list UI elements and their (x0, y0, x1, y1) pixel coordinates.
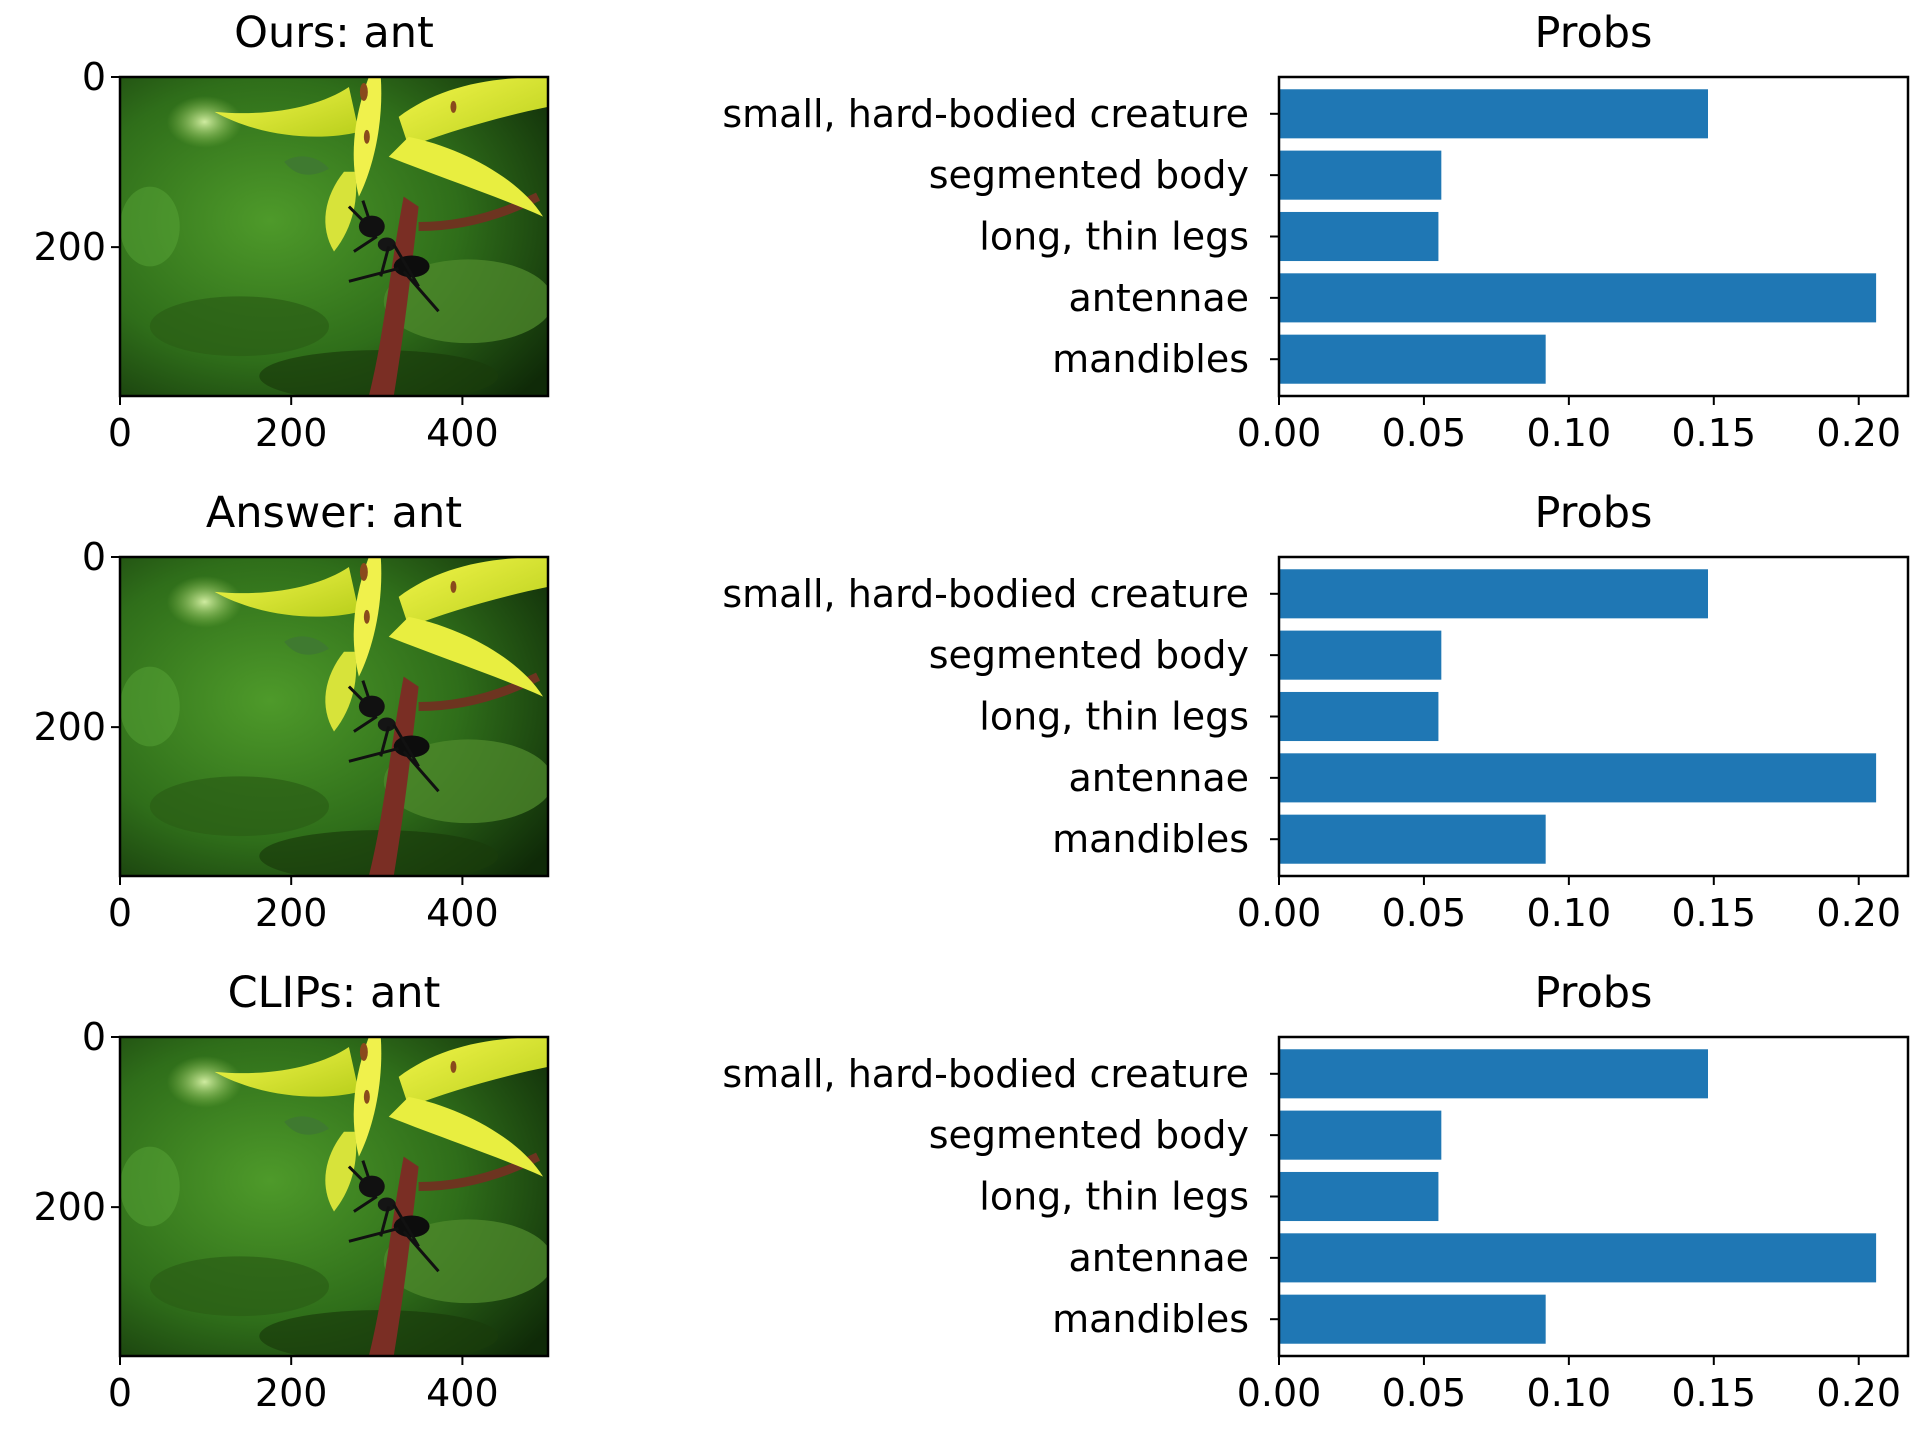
chart-title: Probs (1535, 8, 1653, 58)
x-tick-label: 0.05 (1382, 891, 1467, 935)
category-label: segmented body (929, 153, 1249, 197)
image-y-tick-label: 200 (33, 1185, 106, 1229)
bar (1279, 630, 1442, 680)
category-label: long, thin legs (979, 1175, 1249, 1219)
image-y-tick-label: 0 (82, 1015, 106, 1059)
image-x-tick-label: 400 (426, 411, 499, 455)
bar (1279, 1171, 1439, 1222)
panel-row: Ours: ant 0 200 400 0 200 Probs small, hard-bod… (33, 8, 1910, 455)
category-label: segmented body (929, 633, 1249, 677)
x-tick-label: 0.00 (1237, 891, 1322, 935)
image-frame (118, 75, 550, 398)
chart-title: Probs (1535, 488, 1653, 538)
ant-photo (120, 1037, 553, 1362)
image-x-tick-label: 0 (108, 411, 132, 455)
bar (1279, 1049, 1708, 1099)
ant-photo (120, 557, 553, 882)
category-label: mandibles (1052, 817, 1249, 861)
image-y-tick-label: 0 (82, 55, 106, 99)
category-label: small, hard-bodied creature (722, 1052, 1249, 1096)
chart-frame (1277, 555, 1910, 878)
x-tick-label: 0.20 (1816, 891, 1901, 935)
bar (1279, 334, 1546, 384)
x-tick-label: 0.15 (1671, 891, 1756, 935)
image-x-tick-label: 0 (108, 891, 132, 935)
bar (1279, 150, 1442, 200)
x-tick-label: 0.00 (1237, 1371, 1322, 1415)
x-tick-label: 0.10 (1527, 891, 1612, 935)
x-tick-label: 0.10 (1527, 1371, 1612, 1415)
category-label: antennae (1069, 756, 1249, 800)
ant-photo (120, 77, 553, 402)
chart-frame (1277, 1035, 1910, 1358)
category-label: small, hard-bodied creature (722, 92, 1249, 136)
x-tick-label: 0.20 (1816, 1371, 1901, 1415)
x-tick-label: 0.20 (1816, 411, 1901, 455)
image-title: Answer: ant (206, 488, 462, 538)
bar (1279, 569, 1708, 619)
x-tick-label: 0.05 (1382, 1371, 1467, 1415)
image-title: Ours: ant (234, 8, 434, 58)
x-tick-label: 0.15 (1671, 411, 1756, 455)
bar (1279, 89, 1708, 139)
x-tick-label: 0.05 (1382, 411, 1467, 455)
category-label: small, hard-bodied creature (722, 572, 1249, 616)
panel-row: CLIPs: ant 0 200 400 0 200 Probs small, hard-bo… (33, 968, 1910, 1415)
category-label: mandibles (1052, 1297, 1249, 1341)
chart-frame (1277, 75, 1910, 398)
bar (1279, 691, 1439, 742)
panel-row: Answer: ant 0 200 400 0 200 Probs small, hard-b… (33, 488, 1910, 935)
x-tick-label: 0.15 (1671, 1371, 1756, 1415)
image-x-tick-label: 200 (255, 411, 328, 455)
image-x-tick-label: 0 (108, 1371, 132, 1415)
category-label: segmented body (929, 1113, 1249, 1157)
image-frame (118, 1035, 550, 1358)
category-label: long, thin legs (979, 695, 1249, 739)
chart-title: Probs (1535, 968, 1653, 1018)
bar (1279, 211, 1439, 262)
bar (1279, 753, 1877, 803)
x-tick-label: 0.10 (1527, 411, 1612, 455)
bar (1279, 273, 1877, 323)
image-x-tick-label: 400 (426, 1371, 499, 1415)
image-frame (118, 555, 550, 878)
image-x-tick-label: 200 (255, 1371, 328, 1415)
bar (1279, 814, 1546, 864)
bar (1279, 1110, 1442, 1160)
image-x-tick-label: 200 (255, 891, 328, 935)
image-y-tick-label: 0 (82, 535, 106, 579)
bar (1279, 1294, 1546, 1344)
image-y-tick-label: 200 (33, 225, 106, 269)
category-label: mandibles (1052, 337, 1249, 381)
category-label: antennae (1069, 1236, 1249, 1280)
category-label: antennae (1069, 276, 1249, 320)
bar (1279, 1233, 1877, 1283)
image-y-tick-label: 200 (33, 705, 106, 749)
image-x-tick-label: 400 (426, 891, 499, 935)
category-label: long, thin legs (979, 215, 1249, 259)
x-tick-label: 0.00 (1237, 411, 1322, 455)
image-title: CLIPs: ant (228, 968, 441, 1018)
panels: Ours: ant 0 200 400 0 200 Probs small, hard-bod… (33, 8, 1910, 1415)
